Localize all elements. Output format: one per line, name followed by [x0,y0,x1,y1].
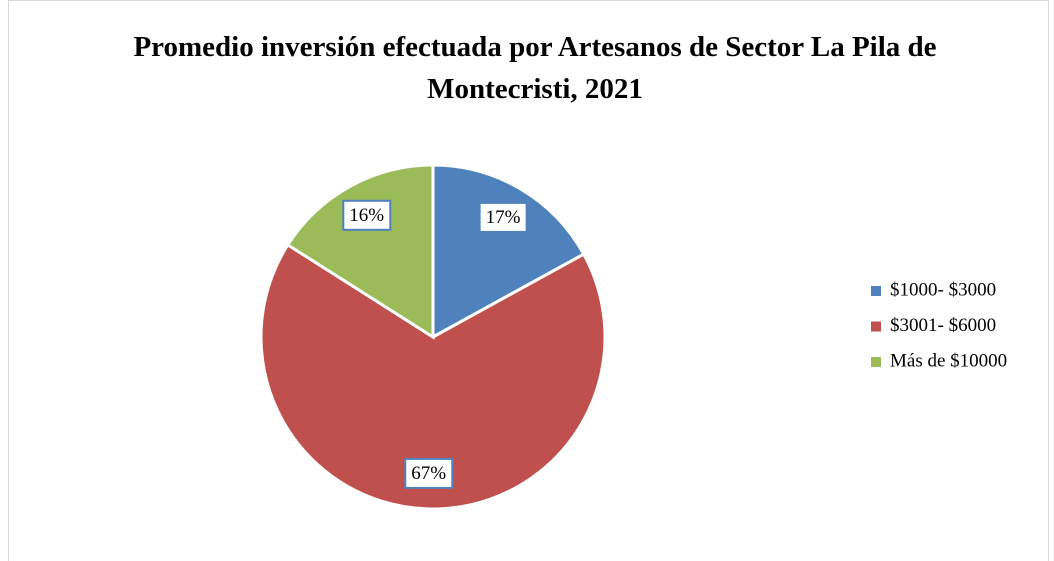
data-label-box [404,457,454,489]
legend-swatch [871,286,881,296]
data-label-box [478,201,528,233]
chart-title: Promedio inversión efectuada por Artesan… [133,31,937,105]
legend-label: Más de $10000 [890,350,1007,371]
chart-border [8,0,1049,561]
data-label: 17% [486,207,521,228]
pie-slice [285,163,435,340]
pie-slice [431,163,586,340]
legend-label: $3001- $6000 [890,315,996,336]
data-label: 67% [411,463,446,484]
legend-label: $1000- $3000 [890,279,996,300]
pie-slice [259,242,607,511]
data-label: 16% [349,205,384,226]
legend-swatch [871,321,881,332]
data-label-box [342,199,392,231]
legend-swatch [871,357,881,367]
